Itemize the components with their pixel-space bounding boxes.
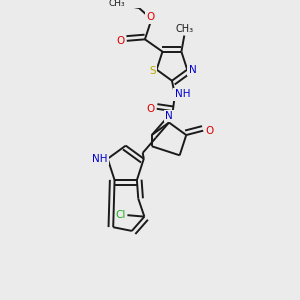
Text: CH₃: CH₃	[175, 24, 194, 34]
Text: O: O	[117, 36, 125, 46]
Text: NH: NH	[92, 154, 107, 164]
Text: CH₃: CH₃	[108, 0, 125, 8]
Text: N: N	[165, 111, 173, 121]
Text: NH: NH	[175, 89, 190, 100]
Text: O: O	[146, 12, 154, 22]
Text: O: O	[205, 126, 213, 136]
Text: Cl: Cl	[116, 210, 126, 220]
Text: N: N	[189, 64, 196, 75]
Text: O: O	[147, 104, 155, 114]
Text: S: S	[149, 66, 156, 76]
